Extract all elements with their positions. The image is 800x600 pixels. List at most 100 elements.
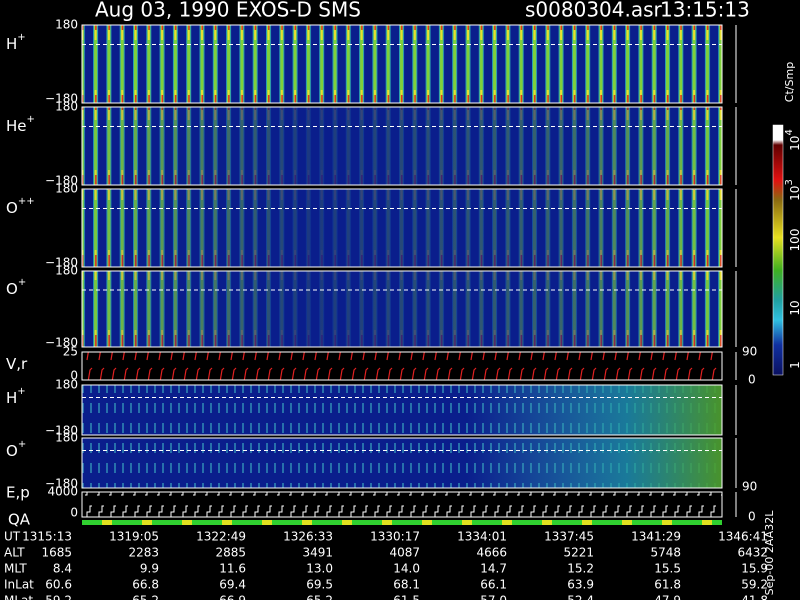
panel-label: He+ <box>6 114 35 135</box>
axis-bottom-label: −180 <box>45 92 78 106</box>
row-label: ALT <box>4 546 25 560</box>
panel-label: O++ <box>6 196 35 217</box>
title: Aug 03, 1990 EXOS-D SMS <box>95 0 361 22</box>
panel-shade <box>82 385 722 435</box>
axis-top-label: 180 <box>55 182 78 196</box>
cell: 66.1 <box>480 578 507 592</box>
panel-label: O+ <box>6 439 26 460</box>
panel-shade <box>82 438 722 488</box>
right-bottom-label: 0 <box>748 373 756 387</box>
cell: 1326:33 <box>283 530 333 544</box>
colorbar-tick-label: 10 <box>788 300 800 315</box>
panel-label: E,p <box>6 483 30 501</box>
cell: −41.8 <box>731 594 768 600</box>
panel-label-name: O <box>6 280 18 298</box>
axis-top-label: 180 <box>55 100 78 114</box>
panel-label-charge: + <box>17 32 25 43</box>
cell: 11.6 <box>219 562 246 576</box>
panel <box>82 352 722 380</box>
axis-top-label: 180 <box>55 431 78 445</box>
axis-top-label: 180 <box>55 378 78 392</box>
cell: 69.5 <box>306 578 333 592</box>
colorbar-tick-base: 10 <box>788 136 800 151</box>
row-label: InLat <box>4 578 34 592</box>
cell: −47.9 <box>644 594 681 600</box>
cell: 1330:17 <box>370 530 420 544</box>
axis-top-label: 4000 <box>47 485 78 499</box>
colorbar-unit: Ct/Smp <box>783 62 796 102</box>
colorbar <box>772 124 784 376</box>
axis-bottom-label: −180 <box>45 424 78 438</box>
file-name: s0080304.asr <box>525 0 663 22</box>
cell: 1341:29 <box>631 530 681 544</box>
cell: 15.5 <box>654 562 681 576</box>
qa-bar <box>82 520 722 525</box>
panel-shade <box>82 271 722 347</box>
panel-label-name: O <box>6 442 18 460</box>
axis-top-label: 25 <box>63 345 78 359</box>
colorbar-tick-exp: 4 <box>784 129 795 135</box>
panel-frame <box>81 384 723 436</box>
colorbar-tick-base: 10 <box>788 300 800 315</box>
cell: 4087 <box>389 546 420 560</box>
cell: 2885 <box>215 546 246 560</box>
cell: 60.6 <box>45 578 72 592</box>
cell: 8.4 <box>53 562 72 576</box>
colorbar-tick-exp: 3 <box>784 179 795 185</box>
cell: 4666 <box>476 546 507 560</box>
cell: 1685 <box>41 546 72 560</box>
qa-label: QA <box>8 511 31 529</box>
panel-frame <box>81 437 723 489</box>
panel-label-name: H <box>6 389 17 407</box>
cell: −65.2 <box>122 594 159 600</box>
panel-label: V,r <box>6 355 28 373</box>
cell: −57.0 <box>470 594 507 600</box>
right-bottom-label: 0 <box>748 510 756 524</box>
cell: −59.2 <box>35 594 72 600</box>
axis-bottom-label: −180 <box>45 336 78 350</box>
row-label: MLat <box>4 594 33 600</box>
cell: 15.2 <box>567 562 594 576</box>
panel-label-charge: + <box>27 114 35 125</box>
cell: 3491 <box>302 546 333 560</box>
cell: 1319:05 <box>109 530 159 544</box>
cell: 9.9 <box>140 562 159 576</box>
panel-frame <box>81 188 723 268</box>
cell: 68.1 <box>393 578 420 592</box>
time: 13:15:13 <box>660 0 750 22</box>
panel-label-charge: + <box>18 277 26 288</box>
panel-label: H+ <box>6 32 26 53</box>
panel-label-name: E,p <box>6 483 30 501</box>
colorbar-tick-label: 100 <box>788 229 800 252</box>
cell: 1334:01 <box>457 530 507 544</box>
cell: −65.2 <box>296 594 333 600</box>
axis-bottom-label: 0 <box>70 506 78 520</box>
colorbar-tick-label: 1 <box>788 361 800 369</box>
cell: 66.8 <box>132 578 159 592</box>
colorbar-tick-base: 1 <box>788 361 800 369</box>
axis-bottom-label: −180 <box>45 477 78 491</box>
panel-frame <box>81 270 723 348</box>
cell: −52.4 <box>557 594 594 600</box>
cell: 61.8 <box>654 578 681 592</box>
panel-label-name: O <box>6 199 18 217</box>
cell: 5748 <box>650 546 681 560</box>
axis-top-label: 180 <box>55 18 78 32</box>
axis-bottom-label: −180 <box>45 174 78 188</box>
panel-label-charge: + <box>18 439 26 450</box>
cell: 15.9 <box>741 562 768 576</box>
cell: 1315:13 <box>22 530 72 544</box>
cell: −61.5 <box>383 594 420 600</box>
cell: 1337:45 <box>544 530 594 544</box>
panel-label: H+ <box>6 386 26 407</box>
cell: 13.0 <box>306 562 333 576</box>
right-top-label: 90 <box>742 480 757 494</box>
panel-label-charge: + <box>17 386 25 397</box>
colorbar-tick-label: 103 <box>784 179 800 201</box>
right-top-label: 90 <box>742 345 757 359</box>
footer: Sep-00 2AA32L <box>763 510 776 596</box>
cell: −66.9 <box>209 594 246 600</box>
colorbar-tick-label: 104 <box>784 129 800 151</box>
panel-frame <box>81 24 723 104</box>
cell: 1346:41 <box>718 530 768 544</box>
